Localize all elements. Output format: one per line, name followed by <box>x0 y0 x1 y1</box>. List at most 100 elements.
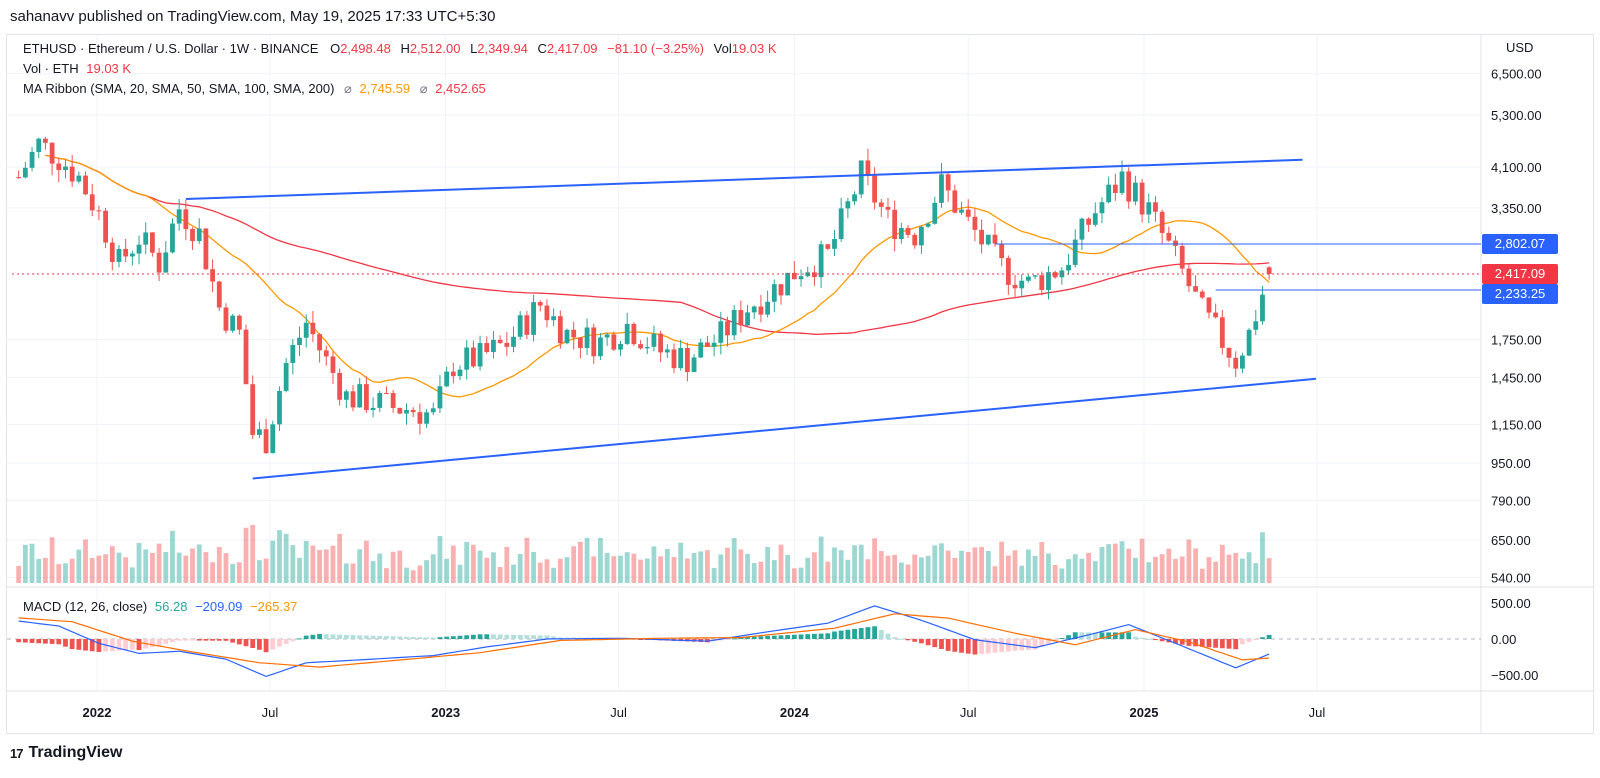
macd-histogram-bar <box>350 635 356 639</box>
candle-body <box>236 315 242 330</box>
candle-body <box>263 429 269 454</box>
tradingview-icon: 17 <box>10 745 24 761</box>
volume-bar <box>1226 554 1232 583</box>
candle-body <box>872 175 878 203</box>
volume-bar <box>170 530 175 583</box>
volume-bar <box>156 543 162 583</box>
volume-bar <box>731 538 737 583</box>
macd-histogram-bar <box>524 635 530 639</box>
macd-hist-value: 56.28 <box>154 599 188 614</box>
candle-body <box>919 226 924 246</box>
candle-body <box>785 272 791 296</box>
macd-histogram-bar <box>1199 639 1205 647</box>
macd-histogram-bar <box>49 639 55 644</box>
macd-histogram-bar <box>150 639 155 647</box>
published-header: sahanavv published on TradingView.com, M… <box>10 8 496 25</box>
volume-bar <box>216 547 222 583</box>
candle-body <box>531 302 536 335</box>
volume-bar <box>825 561 831 583</box>
volume-bar <box>390 551 396 583</box>
candle-body <box>370 407 376 411</box>
candle-body <box>350 391 356 408</box>
macd-histogram-bar <box>96 639 102 652</box>
ma-ribbon-legend: MA Ribbon (SMA, 20, SMA, 50, SMA, 100, S… <box>23 81 486 97</box>
volume-bar <box>250 525 256 583</box>
candle-body <box>705 342 710 347</box>
chart-canvas[interactable]: 6,500.00 5,300.00 4,100.00 3,350.00 1,750.00… <box>7 35 1593 733</box>
volume-bar <box>150 552 155 583</box>
ma20-line <box>45 154 1270 398</box>
macd-histogram-bar <box>310 634 316 639</box>
candle-body <box>1119 171 1125 193</box>
currency-label[interactable]: USD <box>1506 40 1534 55</box>
macd-histogram-bar <box>417 637 423 639</box>
macd-histogram-bar <box>805 634 811 639</box>
macd-histogram-bar <box>1126 632 1132 639</box>
candle-body <box>116 248 122 262</box>
macd-histogram-bar <box>270 639 276 650</box>
macd-tick-label: 500.00 <box>1491 596 1531 611</box>
candle-body <box>303 322 309 338</box>
volume-bar <box>430 554 436 583</box>
macd-histogram-bar <box>216 639 222 641</box>
volume-bar <box>878 551 884 583</box>
vol-eth-label: Vol · ETH <box>23 61 79 76</box>
candle-body <box>644 346 650 349</box>
chart-frame[interactable]: 6,500.00 5,300.00 4,100.00 3,350.00 1,750.00… <box>6 34 1594 734</box>
candle-body <box>444 371 450 387</box>
volume-bar <box>223 553 229 583</box>
macd-histogram-bar <box>303 635 309 639</box>
volume-bar <box>330 545 336 583</box>
candle-body <box>1019 280 1025 289</box>
candle-body <box>731 310 737 336</box>
volume-bar <box>872 538 878 583</box>
candle-body <box>738 310 744 326</box>
candle-body <box>123 248 129 257</box>
volume-bar <box>16 565 22 583</box>
macd-histogram-bar <box>939 639 944 649</box>
volume-bar <box>551 567 557 583</box>
candle-body <box>424 412 429 424</box>
candle-body <box>1186 268 1192 287</box>
candle-body <box>16 177 22 179</box>
volume-bar <box>450 545 456 583</box>
volume-bar <box>818 536 824 583</box>
volume-bar <box>905 564 911 583</box>
macd-histogram-bar <box>317 633 322 639</box>
volume-bar <box>163 551 169 583</box>
volume-bar <box>865 559 871 583</box>
candle-body <box>504 342 510 347</box>
time-tick-label: Jul <box>1309 705 1326 720</box>
candle-body <box>417 412 423 424</box>
candle-body <box>129 253 135 257</box>
price-tick-label: 1,150.00 <box>1491 417 1542 432</box>
volume-bar <box>1059 568 1065 583</box>
macd-histogram-bar <box>1260 637 1265 639</box>
candle-body <box>798 276 804 280</box>
candle-body <box>985 234 991 245</box>
macd-histogram-bar <box>1005 639 1011 652</box>
close-label: C <box>537 41 547 56</box>
macd-histogram-bar <box>370 635 376 639</box>
volume-bar <box>464 541 470 583</box>
volume-bar <box>83 539 88 583</box>
price-tick-label: 650.00 <box>1491 533 1531 548</box>
tradingview-logo[interactable]: 17 TradingView <box>10 744 122 762</box>
volume-bar <box>584 537 590 583</box>
volume-bar <box>76 549 82 583</box>
candle-body <box>470 347 476 367</box>
candle-body <box>270 424 276 454</box>
volume-bar <box>277 530 282 583</box>
volume-bar <box>63 563 68 583</box>
volume-bar <box>517 554 523 583</box>
candle-body <box>109 242 115 262</box>
candle-body <box>1126 171 1132 202</box>
price-badge-last: 2,417.09 <box>1482 264 1558 284</box>
macd-histogram-bar <box>738 637 744 639</box>
candle-body <box>932 202 938 224</box>
candle-body <box>1253 321 1259 330</box>
macd-histogram-bar <box>751 636 757 639</box>
volume-bar <box>885 555 891 583</box>
volume-bar <box>1139 538 1145 583</box>
candle-body <box>290 344 296 363</box>
